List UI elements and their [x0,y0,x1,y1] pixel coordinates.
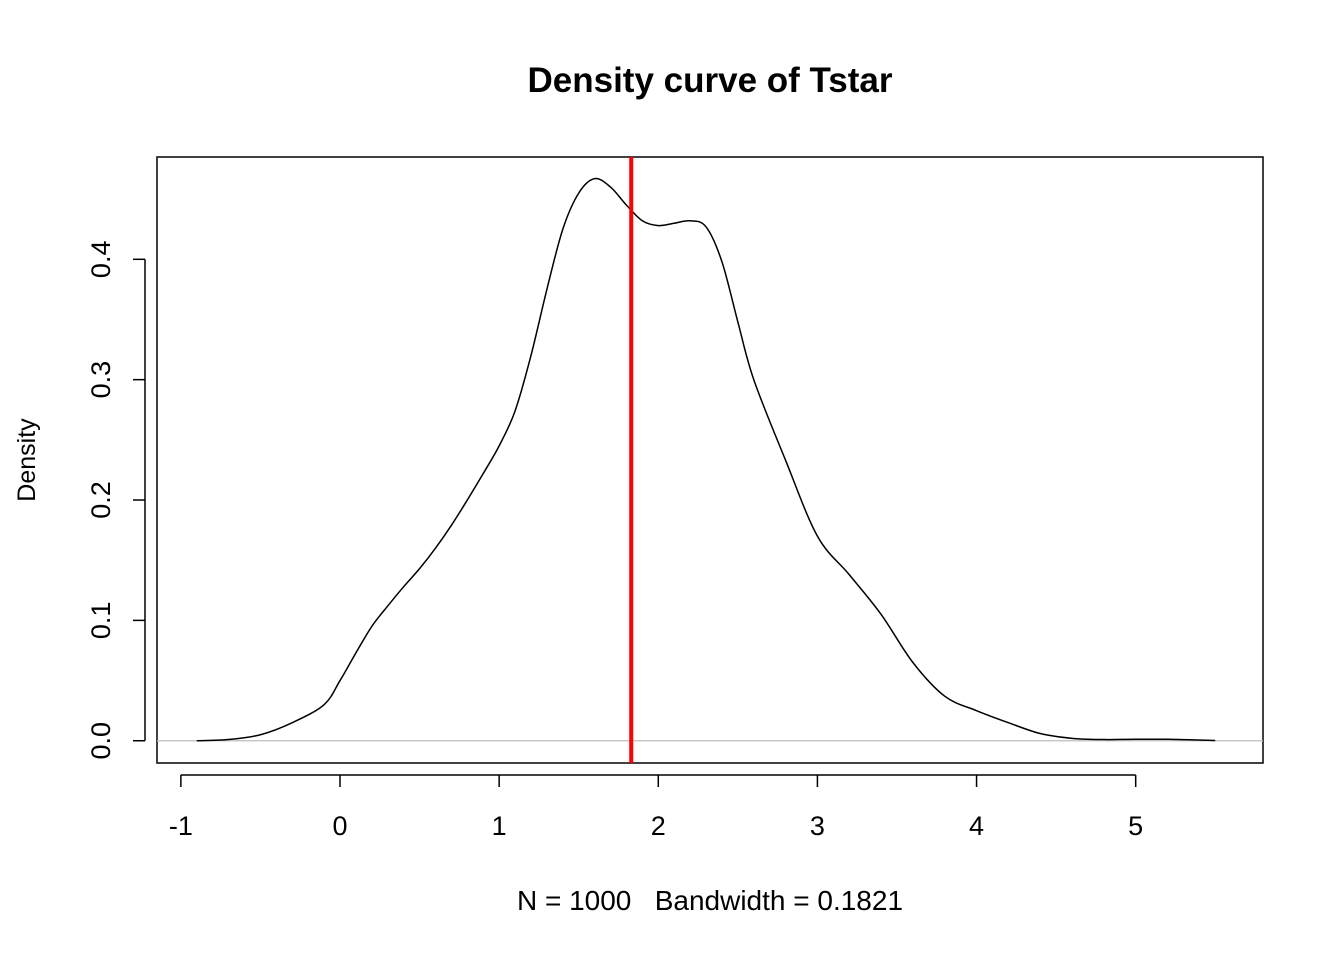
y-tick-label: 0.2 [86,481,116,519]
x-axis-label: N = 1000 Bandwidth = 0.1821 [517,885,903,916]
x-tick-label: 2 [651,811,666,841]
chart-title: Density curve of Tstar [527,61,892,100]
density-curve [196,177,1216,742]
x-tick-label: -1 [169,811,193,841]
x-tick-label: 3 [810,811,825,841]
x-axis: -1 0 1 2 3 4 5 [169,774,1143,841]
x-tick-label: 5 [1128,811,1143,841]
x-tick-label: 4 [969,811,984,841]
y-tick-label: 0.3 [86,361,116,399]
plot-frame [156,156,1264,764]
y-tick-label: 0.1 [86,602,116,640]
x-tick-label: 0 [332,811,347,841]
x-tick-label: 1 [492,811,507,841]
y-axis-label: Density [13,418,41,502]
y-tick-label: 0.0 [86,722,116,760]
y-axis: 0.0 0.1 0.2 0.3 0.4 [86,241,146,760]
y-tick-label: 0.4 [86,241,116,279]
